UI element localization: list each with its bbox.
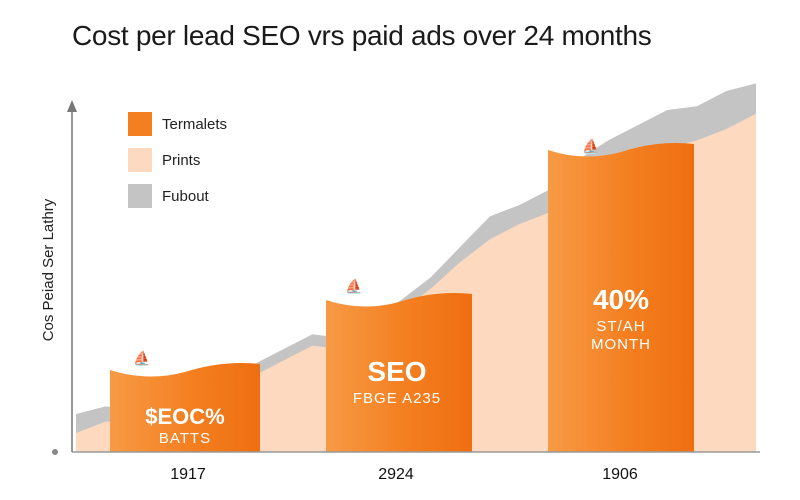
bar-value-label: SEO (367, 356, 427, 387)
ship-icon: ⛵ (582, 138, 600, 154)
bar-2924 (326, 293, 472, 452)
bar-value-label: $EOC% (145, 404, 225, 429)
bar-sub-label: ST/AH (596, 318, 646, 335)
legend-item-prints: Prints (128, 148, 227, 172)
legend-swatch-prints (128, 148, 152, 172)
x-tick-label: 1906 (602, 466, 638, 483)
y-axis-arrow (67, 100, 77, 112)
chart-title: Cost per lead SEO vrs paid ads over 24 m… (72, 20, 652, 51)
ship-icon: ⛵ (133, 350, 151, 366)
bar-shape (548, 143, 694, 452)
bar-1917 (110, 363, 260, 452)
axis-origin-dot (52, 449, 58, 455)
bar-sub-label: MONTH (591, 336, 651, 353)
legend-label-termalets: Termalets (162, 115, 228, 133)
bar-sub-label: BATTS (158, 430, 212, 447)
legend: Termalets Prints Fubout (128, 112, 227, 220)
bar-shape (110, 363, 260, 452)
ship-icon: ⛵ (345, 278, 363, 294)
bar-1906 (548, 143, 694, 452)
legend-swatch-termalets (128, 112, 152, 136)
legend-label-fubout: Fubout (162, 187, 209, 205)
legend-swatch-fubout (128, 184, 152, 208)
legend-label-prints: Prints (162, 151, 201, 169)
bar-sub-label: FBGE A235 (352, 390, 442, 407)
bar-shape (326, 293, 472, 452)
legend-item-termalets: Termalets (128, 112, 227, 136)
x-tick-label: 2924 (378, 466, 414, 483)
bar-value-label: 40% (592, 284, 650, 315)
x-tick-label: 1917 (170, 466, 206, 483)
legend-item-fubout: Fubout (128, 184, 227, 208)
